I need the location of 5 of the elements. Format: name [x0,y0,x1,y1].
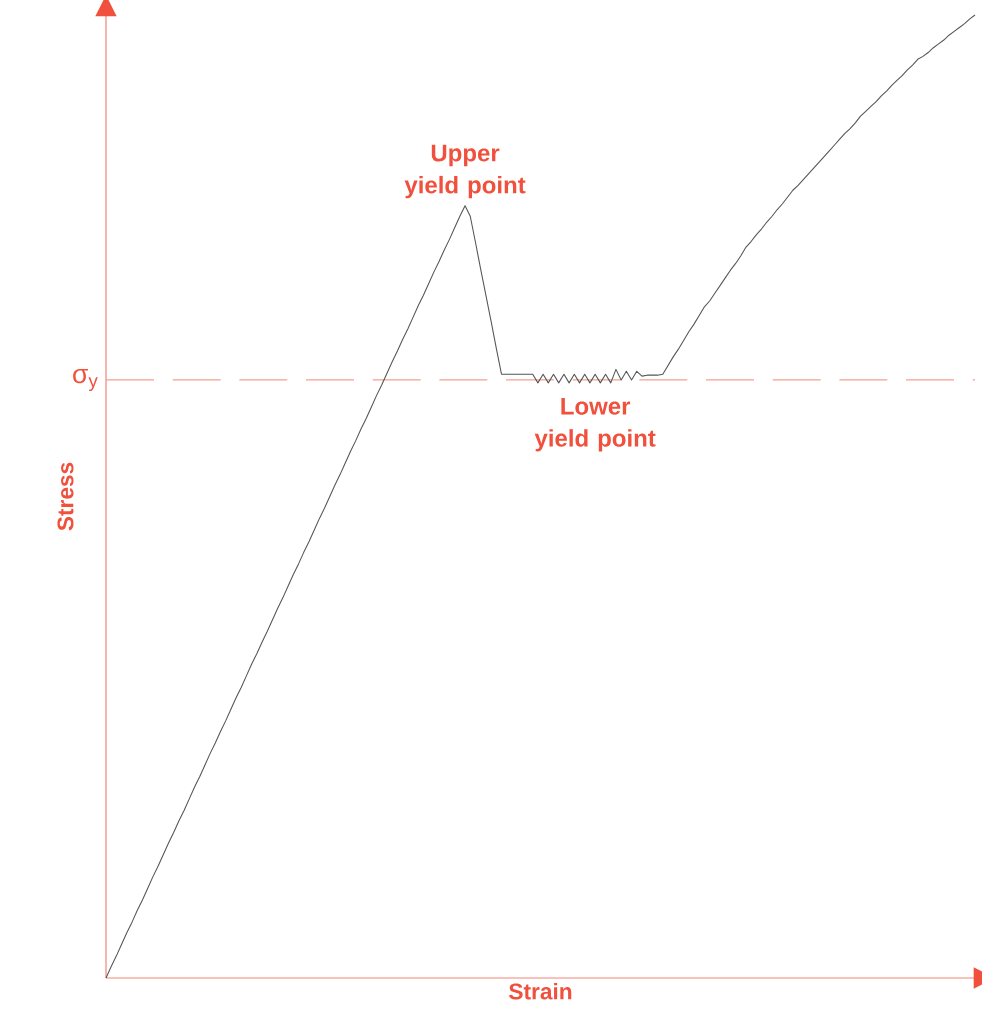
annotation: Lower yield point [534,398,656,452]
ref-line-label: σ$_{y}$ [73,368,98,392]
y-axis-title: Stress [57,462,74,531]
x-axis-title: Strain [509,982,572,1000]
annotation: Upper yield point [404,144,526,199]
